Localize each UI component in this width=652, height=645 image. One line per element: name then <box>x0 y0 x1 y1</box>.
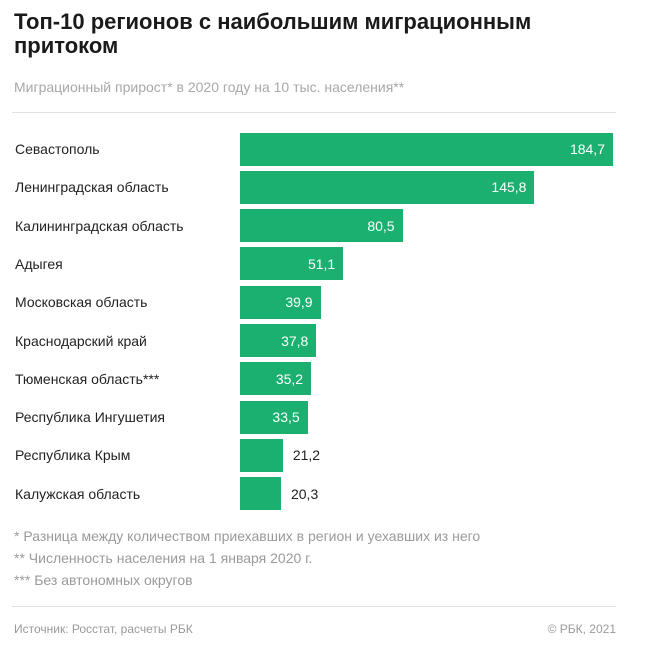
value-label: 51,1 <box>307 255 336 272</box>
divider-bottom <box>12 606 616 607</box>
value-label: 20,3 <box>290 485 319 502</box>
category-label: Севастополь <box>15 141 100 157</box>
value-label: 80,5 <box>367 217 395 234</box>
footnote-2: ** Численность населения на 1 января 202… <box>14 550 313 566</box>
category-label: Московская область <box>15 294 148 311</box>
divider-top <box>12 112 616 113</box>
chart-subtitle: Миграционный прирост* в 2020 году на 10 … <box>14 79 405 95</box>
footnote-3: *** Без автономных округов <box>14 572 193 588</box>
bar <box>240 247 344 281</box>
value-label: 39,9 <box>285 294 313 311</box>
bar <box>240 285 321 319</box>
bar <box>240 362 312 396</box>
bar <box>240 477 281 511</box>
category-label: Краснодарский край <box>15 332 147 349</box>
category-label: Республика Крым <box>15 447 131 464</box>
bar <box>240 400 308 434</box>
value-label: 37,8 <box>281 332 309 349</box>
footnote-1: * Разница между количеством приехавших в… <box>14 528 481 544</box>
value-label: 21,2 <box>292 447 321 464</box>
bar <box>240 324 317 357</box>
bar <box>240 170 535 204</box>
chart-title: Топ-10 регионов с наибольшим миграционны… <box>14 9 532 58</box>
category-label: Республика Ингушетия <box>15 409 166 426</box>
value-label: 35,2 <box>275 370 304 387</box>
bar <box>240 209 403 243</box>
value-label: 33,5 <box>272 409 300 426</box>
category-label: Ленинградская область <box>15 179 169 196</box>
category-label: Тюменская область*** <box>15 370 160 387</box>
bar <box>240 438 283 472</box>
copyright-text: © РБК, 2021 <box>547 622 616 636</box>
source-text: Источник: Росстат, расчеты РБК <box>14 622 193 636</box>
value-label: 184,7 <box>569 141 605 157</box>
category-label: Калининградская область <box>15 217 184 234</box>
bar <box>240 132 613 166</box>
category-label: Адыгея <box>15 255 63 272</box>
category-label: Калужская область <box>15 485 141 502</box>
value-label: 145,8 <box>491 179 527 196</box>
